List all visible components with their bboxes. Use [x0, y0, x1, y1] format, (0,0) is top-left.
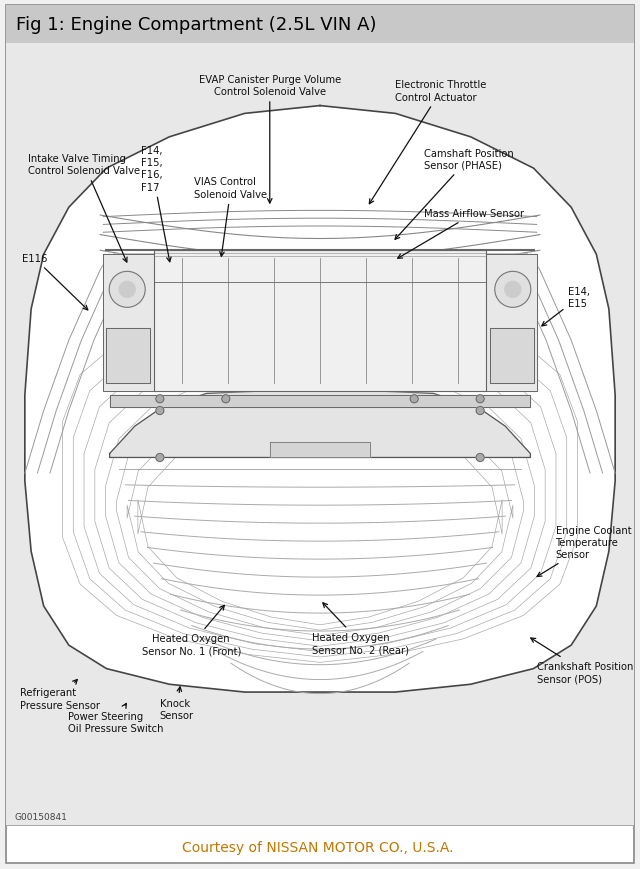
- Circle shape: [109, 272, 145, 308]
- Text: E14,
E15: E14, E15: [542, 287, 590, 327]
- Circle shape: [476, 395, 484, 403]
- Text: Power Steering
Oil Pressure Switch: Power Steering Oil Pressure Switch: [68, 704, 163, 733]
- Text: Crankshaft Position
Sensor (POS): Crankshaft Position Sensor (POS): [531, 638, 633, 683]
- Circle shape: [410, 395, 418, 403]
- Polygon shape: [25, 106, 615, 693]
- Polygon shape: [103, 255, 154, 392]
- Polygon shape: [270, 442, 370, 458]
- Polygon shape: [109, 389, 531, 458]
- Circle shape: [495, 272, 531, 308]
- Text: Courtesy of NISSAN MOTOR CO., U.S.A.: Courtesy of NISSAN MOTOR CO., U.S.A.: [182, 840, 454, 854]
- Text: Knock
Sensor: Knock Sensor: [160, 687, 194, 720]
- Circle shape: [222, 395, 230, 403]
- Circle shape: [476, 454, 484, 462]
- Text: Camshaft Position
Sensor (PHASE): Camshaft Position Sensor (PHASE): [395, 149, 513, 240]
- Text: Refrigerant
Pressure Sensor: Refrigerant Pressure Sensor: [20, 680, 100, 710]
- Circle shape: [476, 407, 484, 415]
- Text: Intake Valve Timing
Control Solenoid Valve: Intake Valve Timing Control Solenoid Val…: [28, 154, 140, 262]
- Polygon shape: [106, 329, 150, 384]
- Circle shape: [156, 395, 164, 403]
- Text: G00150841: G00150841: [14, 812, 67, 821]
- Polygon shape: [490, 329, 534, 384]
- Text: F14,
F15,
F16,
F17: F14, F15, F16, F17: [141, 145, 171, 262]
- Polygon shape: [486, 255, 537, 392]
- Bar: [6, 6, 634, 44]
- Circle shape: [156, 454, 164, 462]
- Circle shape: [119, 282, 135, 298]
- Circle shape: [156, 407, 164, 415]
- Text: Mass Airflow Sensor: Mass Airflow Sensor: [397, 209, 524, 259]
- Text: E116: E116: [22, 254, 88, 310]
- Text: Heated Oxygen
Sensor No. 1 (Front): Heated Oxygen Sensor No. 1 (Front): [141, 606, 241, 656]
- Polygon shape: [109, 395, 531, 408]
- Text: VIAS Control
Solenoid Valve: VIAS Control Solenoid Valve: [195, 177, 268, 257]
- Text: Electronic Throttle
Control Actuator: Electronic Throttle Control Actuator: [369, 80, 487, 204]
- Bar: [6, 44, 634, 825]
- Text: EVAP Canister Purge Volume
Control Solenoid Valve: EVAP Canister Purge Volume Control Solen…: [198, 75, 341, 204]
- Text: Engine Coolant
Temperature
Sensor: Engine Coolant Temperature Sensor: [537, 525, 631, 577]
- Text: Heated Oxygen
Sensor No. 2 (Rear): Heated Oxygen Sensor No. 2 (Rear): [312, 603, 410, 654]
- Polygon shape: [154, 251, 486, 392]
- Circle shape: [505, 282, 521, 298]
- Text: Fig 1: Engine Compartment (2.5L VIN A): Fig 1: Engine Compartment (2.5L VIN A): [16, 16, 376, 34]
- Bar: [6, 825, 634, 826]
